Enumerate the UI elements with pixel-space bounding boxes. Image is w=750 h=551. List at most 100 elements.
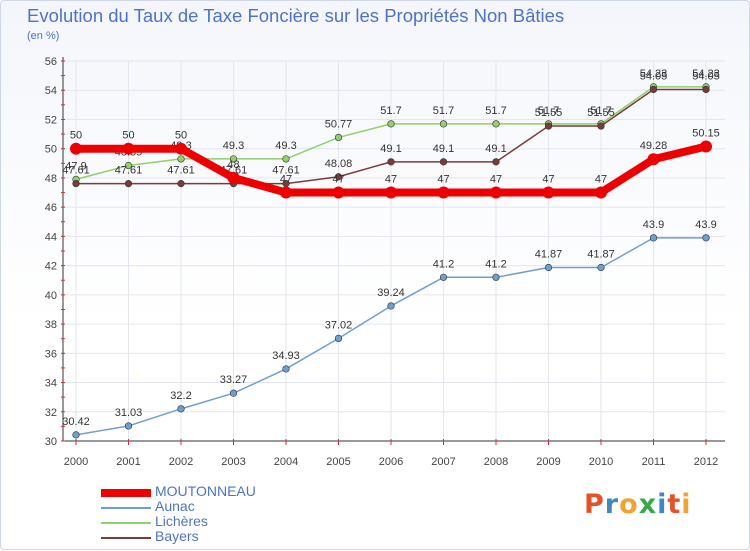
- data-point-bayers: [702, 85, 710, 94]
- data-label-aunac: 41.2: [485, 258, 506, 270]
- data-point-moutonneau: [332, 186, 345, 199]
- legend-swatch-bayers: [101, 537, 151, 539]
- data-point-bayers: [72, 180, 80, 188]
- y-tick-label: 48: [45, 173, 57, 185]
- x-tick-label: 2007: [431, 456, 455, 468]
- data-label-aunac: 41.87: [587, 249, 615, 261]
- data-point-licheres: [177, 155, 185, 163]
- data-label-aunac: 39.24: [377, 287, 405, 299]
- data-point-aunac: [229, 389, 238, 397]
- x-tick-label: 2009: [536, 456, 560, 468]
- data-point-aunac: [702, 234, 710, 242]
- x-tick-label: 2011: [642, 456, 666, 468]
- data-label-moutonneau: 47: [595, 174, 607, 186]
- data-label-licheres: 50.77: [325, 118, 353, 130]
- data-label-aunac: 33.27: [220, 374, 248, 386]
- data-label-bayers: 49.1: [485, 143, 506, 155]
- y-tick-label: 40: [45, 290, 57, 302]
- data-point-aunac: [439, 273, 448, 281]
- data-label-bayers: 47.61: [167, 165, 195, 177]
- data-point-bayers: [544, 122, 553, 130]
- data-point-moutonneau: [70, 142, 82, 155]
- legend-swatch-aunac: [101, 507, 151, 509]
- y-tick-label: 30: [45, 436, 57, 448]
- y-tick-label: 34: [45, 378, 57, 390]
- data-point-aunac: [282, 365, 290, 373]
- data-label-bayers: 54.05: [640, 71, 668, 83]
- data-label-moutonneau: 50.15: [692, 128, 720, 140]
- data-label-moutonneau: 47: [332, 174, 344, 186]
- data-point-aunac: [387, 302, 395, 310]
- y-tick-label: 46: [45, 202, 57, 214]
- legend-label-bayers: Bayers: [155, 528, 199, 544]
- y-tick-label: 44: [45, 231, 57, 243]
- data-point-licheres: [334, 133, 343, 142]
- data-point-moutonneau: [227, 171, 240, 184]
- data-label-bayers: 47.61: [62, 165, 90, 177]
- x-tick-label: 2000: [64, 456, 88, 468]
- data-label-moutonneau: 50: [122, 130, 134, 142]
- data-point-bayers: [177, 180, 185, 188]
- data-label-bayers: 47.61: [115, 165, 143, 177]
- data-point-aunac: [649, 234, 658, 242]
- data-label-licheres: 47.9: [65, 160, 86, 172]
- x-tick-label: 2002: [169, 456, 193, 468]
- data-label-moutonneau: 49.28: [640, 140, 668, 152]
- data-label-aunac: 34.93: [272, 350, 300, 362]
- y-tick-label: 38: [45, 319, 57, 331]
- y-tick-label: 52: [45, 114, 57, 126]
- data-point-licheres: [492, 120, 500, 128]
- data-point-moutonneau: [700, 140, 712, 153]
- x-tick-label: 2012: [694, 456, 718, 468]
- data-label-licheres: 54.23: [692, 68, 720, 80]
- data-label-aunac: 43.9: [643, 219, 664, 231]
- data-label-aunac: 30.42: [62, 416, 90, 428]
- legend-swatch-moutonneau: [101, 489, 151, 497]
- legend-label-licheres: Lichères: [155, 513, 208, 529]
- data-point-bayers: [124, 180, 133, 188]
- data-label-licheres: 51.7: [590, 105, 611, 117]
- data-label-bayers: 54.05: [692, 71, 720, 83]
- data-label-bayers: 47.61: [272, 165, 300, 177]
- legend-label-moutonneau: MOUTONNEAU: [155, 483, 256, 499]
- data-label-moutonneau: 48: [227, 159, 239, 171]
- data-label-aunac: 32.2: [170, 390, 191, 402]
- y-tick-label: 54: [45, 85, 57, 97]
- data-point-licheres: [439, 120, 448, 128]
- y-unit-label: (en %): [27, 30, 60, 42]
- data-point-moutonneau: [647, 153, 660, 166]
- data-point-licheres: [229, 155, 238, 163]
- data-label-moutonneau: 47: [385, 174, 397, 186]
- data-point-moutonneau: [385, 186, 397, 199]
- data-label-bayers: 51.55: [587, 107, 615, 119]
- x-tick-label: 2005: [326, 456, 350, 468]
- legend-swatch-licheres: [101, 522, 151, 524]
- x-tick-label: 2003: [221, 456, 245, 468]
- data-point-moutonneau: [280, 186, 292, 199]
- y-tick-label: 50: [45, 144, 57, 156]
- data-point-aunac: [177, 405, 185, 413]
- data-point-bayers: [649, 85, 658, 94]
- data-point-aunac: [492, 273, 500, 281]
- data-label-bayers: 51.55: [535, 107, 563, 119]
- data-point-licheres: [282, 155, 290, 163]
- data-point-aunac: [334, 334, 343, 343]
- data-label-moutonneau: 47: [437, 174, 449, 186]
- legend-label-aunac: Aunac: [155, 498, 195, 514]
- x-tick-label: 2001: [116, 456, 140, 468]
- proxiti-logo: Proxiti: [584, 489, 692, 520]
- chart-title: Evolution du Taux de Taxe Foncière sur l…: [27, 5, 565, 26]
- data-point-bayers: [334, 173, 343, 181]
- data-point-aunac: [124, 422, 133, 430]
- data-label-licheres: 51.7: [538, 105, 559, 117]
- data-point-licheres: [124, 161, 133, 170]
- data-label-licheres: 51.7: [485, 105, 506, 117]
- data-point-bayers: [439, 158, 448, 166]
- data-label-licheres: 49.3: [223, 140, 244, 152]
- x-tick-label: 2006: [379, 456, 403, 468]
- x-tick-label: 2004: [274, 456, 298, 468]
- data-point-licheres: [387, 120, 395, 128]
- data-label-licheres: 54.23: [640, 68, 668, 80]
